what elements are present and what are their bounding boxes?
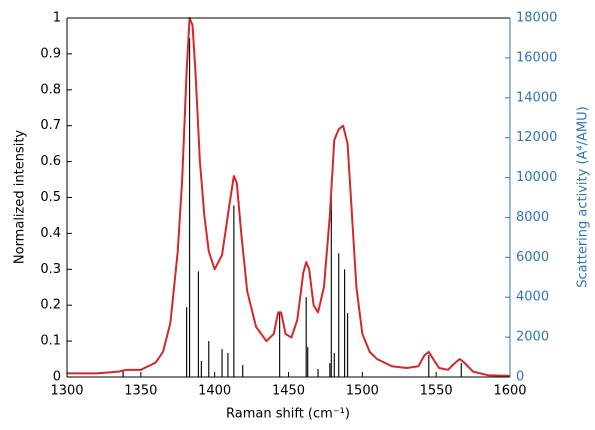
y2-tick-label: 0 bbox=[516, 370, 524, 385]
x-tick-label: 1550 bbox=[420, 384, 453, 399]
y2-tick-label: 8000 bbox=[516, 210, 549, 225]
y-tick-label: 0 bbox=[53, 370, 61, 385]
y-tick-label: 0.4 bbox=[40, 226, 61, 241]
y-tick-label: 0.5 bbox=[40, 190, 61, 205]
y-tick-label: 0.8 bbox=[40, 82, 61, 97]
y-axis-title: Normalized intensity bbox=[13, 130, 28, 265]
y-tick-label: 0.6 bbox=[40, 154, 61, 169]
y2-tick-label: 6000 bbox=[516, 250, 549, 265]
y-tick-label: 0.2 bbox=[40, 298, 61, 313]
y-tick-label: 0.3 bbox=[40, 262, 61, 277]
spectrum-line bbox=[67, 17, 511, 377]
x-tick-label: 1500 bbox=[346, 384, 379, 399]
y2-tick-label: 16000 bbox=[516, 50, 557, 65]
y-tick-label: 1 bbox=[53, 11, 61, 26]
x-tick-label: 1450 bbox=[272, 384, 305, 399]
y2-tick-label: 12000 bbox=[516, 130, 557, 145]
y-tick-label: 0.1 bbox=[40, 334, 61, 349]
y-tick-label: 0.7 bbox=[40, 118, 61, 133]
x-axis-title: Raman shift (cm⁻¹) bbox=[226, 407, 350, 422]
x-tick-label: 1350 bbox=[124, 384, 157, 399]
y2-tick-label: 14000 bbox=[516, 90, 557, 105]
x-tick-label: 1300 bbox=[50, 384, 83, 399]
y2-tick-label: 2000 bbox=[516, 330, 549, 345]
y-tick-label: 0.9 bbox=[40, 46, 61, 61]
y2-tick-label: 4000 bbox=[516, 290, 549, 305]
y2-tick-label: 18000 bbox=[516, 11, 557, 26]
y2-tick-label: 10000 bbox=[516, 170, 557, 185]
y2-axis-title: Scattering activity (A⁴/AMU) bbox=[576, 106, 591, 287]
x-tick-label: 1600 bbox=[493, 384, 526, 399]
x-tick-label: 1400 bbox=[198, 384, 231, 399]
